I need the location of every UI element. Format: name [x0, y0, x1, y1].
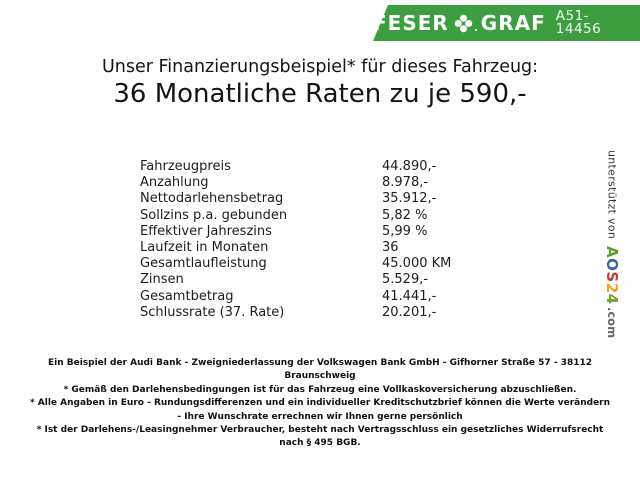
brand-name-right: GRAF — [480, 11, 546, 35]
dealer-banner: FESER GRAF A51-14456 — [373, 5, 640, 41]
table-row: Gesamtlaufleistung 45.000 KM — [140, 256, 451, 272]
row-label: Schlussrate (37. Rate) — [140, 304, 285, 320]
row-label: Fahrzeugpreis — [140, 159, 231, 174]
row-label: Nettodarlehensbetrag — [140, 191, 284, 207]
row-value: 5,99 % — [382, 223, 428, 239]
aos24-letter: O — [603, 258, 621, 272]
row-value: 5.529,- — [382, 272, 429, 288]
row-value: 41.441,- — [382, 288, 437, 304]
brand-name-left: FESER — [373, 11, 449, 35]
footnote-line: * Alle Angaben in Euro - Rundungsdiffere… — [29, 398, 611, 409]
row-value: 35.912,- — [382, 191, 437, 207]
footnotes-block: Ein Beispiel der Audi Bank - Zweignieder… — [20, 357, 620, 451]
footnote-line: * Ist der Darlehens-/Leasingnehmer Verbr… — [36, 425, 604, 436]
aos24-letter: S — [603, 271, 621, 283]
row-value: 45.000 KM — [382, 256, 452, 272]
aos24-letter: 4 — [603, 293, 621, 305]
financing-table: Fahrzeugpreis 44.890,- Anzahlung 8.978,-… — [140, 159, 451, 321]
footnote-line: Ein Beispiel der Audi Bank - Zweignieder… — [47, 358, 593, 368]
clover-icon — [453, 13, 477, 34]
supported-by-sidebar: unterstützt von AOS24 .com — [603, 150, 621, 370]
row-value: 44.890,- — [382, 159, 437, 174]
vehicle-code: A51-14456 — [555, 7, 602, 37]
table-row: Zinsen 5.529,- — [140, 272, 451, 288]
registered-mark-dot — [474, 28, 477, 31]
aos24-logo: AOS24 — [603, 246, 621, 305]
row-label: Anzahlung — [140, 175, 209, 191]
table-row: Laufzeit in Monaten 36 — [140, 240, 451, 256]
row-label: Effektiver Jahreszins — [140, 223, 272, 239]
monthly-rate-title: 36 Monatliche Raten zu je 590,- — [113, 79, 527, 109]
row-label: Sollzins p.a. gebunden — [140, 207, 288, 223]
table-row: Effektiver Jahreszins 5,99 % — [140, 224, 451, 240]
table-row: Sollzins p.a. gebunden 5,82 % — [140, 208, 451, 224]
footnote-line: Braunschweig — [284, 371, 356, 382]
row-label: Gesamtbetrag — [140, 288, 234, 304]
row-label: Laufzeit in Monaten — [140, 240, 269, 256]
table-row: Gesamtbetrag 41.441,- — [140, 289, 451, 305]
row-label: Gesamtlaufleistung — [140, 256, 267, 272]
row-value: 36 — [382, 240, 399, 256]
table-row: Schlussrate (37. Rate) 20.201,- — [140, 305, 451, 321]
row-label: Zinsen — [140, 272, 184, 288]
financing-example-title: Unser Finanzierungsbeispiel* für dieses … — [101, 57, 539, 77]
footnote-line: nach § 495 BGB. — [279, 438, 361, 449]
row-value: 20.201,- — [382, 304, 437, 320]
table-row: Fahrzeugpreis 44.890,- — [140, 159, 451, 175]
aos24-letter: A — [603, 246, 621, 259]
row-value: 8.978,- — [382, 175, 429, 191]
table-row: Anzahlung 8.978,- — [140, 175, 451, 191]
footnote-line: - Ihre Wunschrate errechnen wir Ihnen ge… — [177, 411, 463, 422]
aos24-domain-suffix: .com — [605, 306, 619, 338]
supported-by-label: unterstützt von — [605, 150, 619, 240]
table-row: Nettodarlehensbetrag 35.912,- — [140, 191, 451, 207]
row-value: 5,82 % — [382, 207, 428, 223]
footnote-line: * Gemäß den Darlehensbedingungen ist für… — [63, 384, 577, 395]
aos24-letter: 2 — [603, 282, 621, 294]
